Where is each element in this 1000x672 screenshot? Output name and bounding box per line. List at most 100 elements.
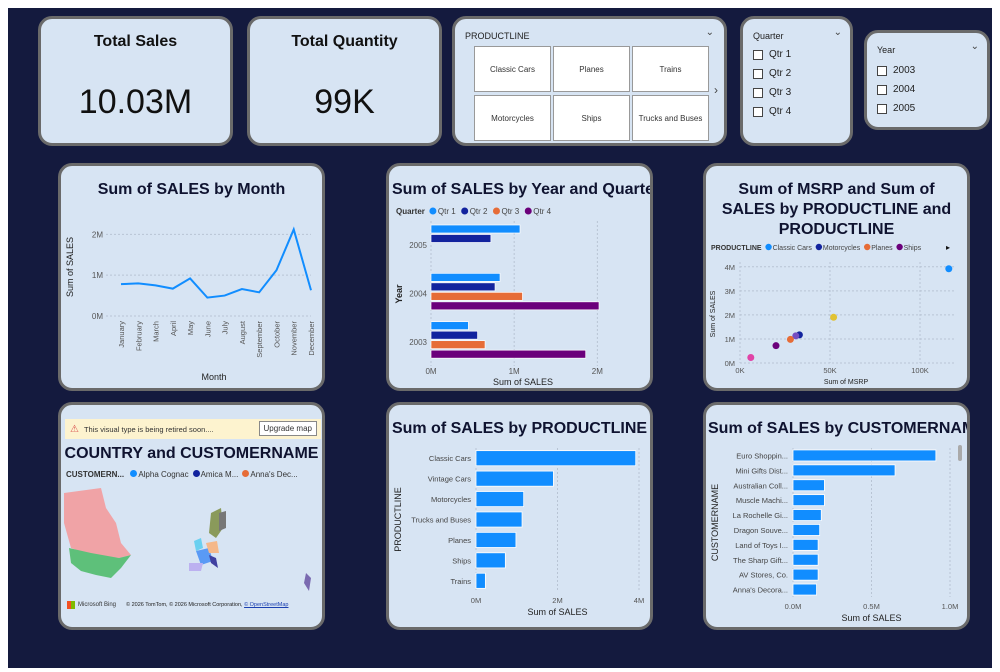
checkbox-2004[interactable]: 2004 xyxy=(877,84,915,95)
x-tick-label: 0.5M xyxy=(863,602,880,611)
total-sales-card: Total Sales 10.03M xyxy=(38,16,233,146)
checkbox-qtr-2[interactable]: Qtr 2 xyxy=(753,68,791,79)
checkbox-qtr-3[interactable]: Qtr 3 xyxy=(753,87,791,98)
legend-title: CUSTOMERN... xyxy=(66,470,125,479)
tile-ships[interactable]: Ships xyxy=(553,95,630,141)
y-tick-label: Ships xyxy=(452,556,471,565)
legend-dot xyxy=(130,470,138,477)
legend-label: Qtr 3 xyxy=(501,207,519,216)
slicer-header: Year xyxy=(877,45,896,55)
bar-2003-qtr-4 xyxy=(430,349,587,359)
slicer-header: Quarter xyxy=(753,31,784,41)
x-tick-label: 2M xyxy=(592,367,603,376)
scatter-chart: PRODUCTLINE Classic Cars Motorcycles Planes… xyxy=(710,243,956,386)
x-axis-title: Sum of SALES xyxy=(527,607,587,617)
x-tick-label: 0K xyxy=(735,366,744,375)
bar-2004-qtr-2 xyxy=(430,282,496,292)
y-tick-label: 2M xyxy=(725,311,735,320)
legend-dot xyxy=(492,207,500,215)
scatter-point xyxy=(786,335,794,343)
legend-item[interactable]: Anna's Dec... xyxy=(238,470,298,479)
y-axis-title: Sum of SALES xyxy=(710,290,717,337)
map-copyright: © 2026 TomTom, © 2026 Microsoft Corporat… xyxy=(126,602,288,608)
philippines-region xyxy=(304,573,311,591)
productline-slicer: PRODUCTLINE ⌄ Classic Cars Planes Trains… xyxy=(452,16,727,146)
bar-chart: 0.0M 0.5M 1.0M Euro Shoppin... Mini Gifts Di… xyxy=(710,448,959,623)
y-tick-label: 2M xyxy=(92,230,103,239)
x-tick-label: August xyxy=(238,320,247,344)
x-axis-title: Sum of SALES xyxy=(493,377,553,387)
tile-trucks-and-buses[interactable]: Trucks and Buses xyxy=(632,95,709,141)
chart-title: Sum of MSRP and Sum of SALES by PRODUCTL… xyxy=(721,181,952,238)
tile-planes[interactable]: Planes xyxy=(553,46,630,92)
bar xyxy=(475,470,554,487)
x-tick-label: April xyxy=(169,321,178,336)
kpi-label: Total Quantity xyxy=(291,33,398,50)
msrp-sales-scatter-card: Sum of MSRP and Sum of SALES by PRODUCTL… xyxy=(703,163,970,391)
legend-item[interactable]: Amica M... xyxy=(189,470,238,479)
chevron-down-icon[interactable]: ⌄ xyxy=(970,41,979,52)
y-tick-label: Classic Cars xyxy=(429,454,471,463)
france-region xyxy=(196,548,213,565)
legend-title: PRODUCTLINE xyxy=(711,245,762,252)
legend-dot xyxy=(815,243,823,251)
chevron-right-icon[interactable]: › xyxy=(714,83,718,97)
tile-motorcycles[interactable]: Motorcycles xyxy=(474,95,551,141)
legend-dot xyxy=(864,243,871,251)
legend-label: Ships xyxy=(904,245,922,252)
microsoft-logo-icon xyxy=(67,601,75,609)
checkbox-2003[interactable]: 2003 xyxy=(877,65,915,76)
line-chart: 0M 1M 2M January February March April May June Ju… xyxy=(65,226,316,382)
x-tick-label: July xyxy=(221,321,230,335)
x-tick-label: 50K xyxy=(823,366,836,375)
chart-title: Sum of SALES by Year and Quarter xyxy=(392,181,653,198)
bar-chart: 0M 2M 4M Classic Cars Vintage Cars Motorcycle… xyxy=(393,448,644,617)
tile-trains[interactable]: Trains xyxy=(632,46,709,92)
y-tick-label: Anna's Decora... xyxy=(733,586,788,595)
map-legend: CUSTOMERN... Alpha Cognac Amica M... Anna'… xyxy=(66,470,298,479)
usa-region xyxy=(69,548,131,578)
quarter-slicer: Quarter ⌄ Qtr 1 Qtr 2 Qtr 3 Qtr 4 xyxy=(740,16,853,146)
legend-next-icon: ▸ xyxy=(946,243,950,252)
chevron-down-icon[interactable]: ⌄ xyxy=(705,27,714,38)
option-label: 2003 xyxy=(893,65,916,76)
scrollbar[interactable] xyxy=(958,445,962,461)
y-tick-label: Vintage Cars xyxy=(428,475,471,484)
bar xyxy=(792,479,825,492)
x-tick-label: June xyxy=(203,321,212,337)
legend-item[interactable]: Alpha Cognac xyxy=(126,470,189,479)
sales-by-customer-card: Sum of SALES by CUSTOMERNAME 0.0M 0.5M 1.0… xyxy=(703,402,970,630)
legend-label: Qtr 1 xyxy=(438,207,456,216)
legend-dot xyxy=(192,470,200,477)
checkbox-2005[interactable]: 2005 xyxy=(877,103,915,114)
y-tick-label: Planes xyxy=(448,536,471,545)
checkbox-qtr-1[interactable]: Qtr 1 xyxy=(753,49,791,60)
osm-link[interactable]: © OpenStreetMap xyxy=(244,602,289,608)
chart-title: Sum of SALES by PRODUCTLINE xyxy=(391,420,648,437)
x-tick-label: 1.0M xyxy=(942,602,959,611)
scatter-point xyxy=(747,353,755,361)
bar xyxy=(792,494,825,507)
bar xyxy=(792,464,896,477)
clustered-bar-chart: Quarter Qtr 1 Qtr 2 Qtr 3 Qtr 4 0M 1M 2M 2005 200… xyxy=(394,207,603,387)
x-tick-label: 2M xyxy=(552,596,562,605)
legend-label: Classic Cars xyxy=(773,245,813,252)
option-label: Qtr 2 xyxy=(769,68,792,79)
x-axis-title: Sum of MSRP xyxy=(824,379,869,386)
x-tick-label: 0M xyxy=(471,596,481,605)
sales-by-productline-card: Sum of SALES by PRODUCTLINE 0M 2M 4M Classi… xyxy=(386,402,653,630)
tile-classic-cars[interactable]: Classic Cars xyxy=(474,46,551,92)
bar xyxy=(792,449,937,462)
y-tick-label: Euro Shoppin... xyxy=(736,451,788,460)
y-tick-label: AV Stores, Co. xyxy=(739,571,788,580)
chevron-down-icon[interactable]: ⌄ xyxy=(833,27,842,38)
x-tick-label: March xyxy=(152,321,161,342)
y-tick-label: 2004 xyxy=(409,290,427,299)
checkbox-qtr-4[interactable]: Qtr 4 xyxy=(753,106,791,117)
map-card: ⚠ This visual type is being retired soon… xyxy=(58,402,325,630)
option-label: Qtr 1 xyxy=(769,49,792,60)
map-area[interactable] xyxy=(61,483,322,623)
upgrade-map-button[interactable]: Upgrade map xyxy=(258,421,317,436)
x-tick-label: September xyxy=(255,320,264,357)
legend-dot xyxy=(429,207,437,215)
